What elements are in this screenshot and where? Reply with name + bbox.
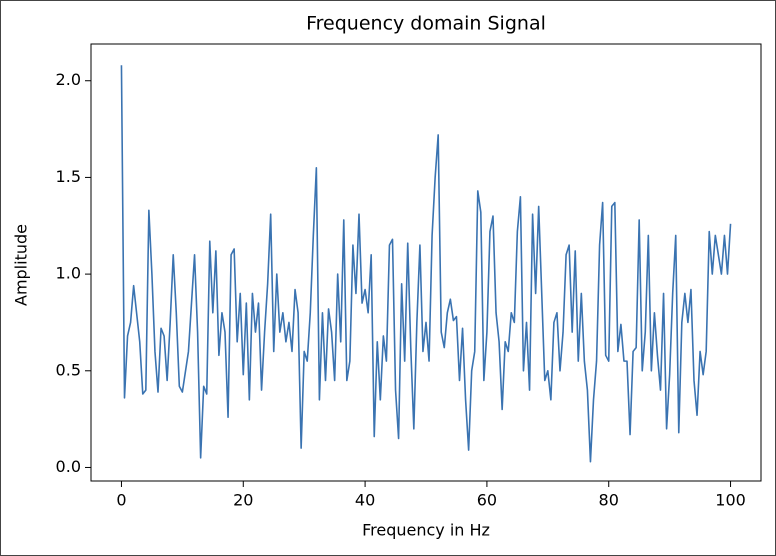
line-series [120, 65, 732, 463]
x-tick-label: 20 [233, 491, 253, 510]
y-tick-label: 0.5 [56, 360, 81, 379]
x-tick-label: 60 [477, 491, 497, 510]
x-tick-label: 80 [599, 491, 619, 510]
y-tick-label: 2.0 [56, 70, 81, 89]
plot-frame [90, 43, 762, 482]
x-axis-label: Frequency in Hz [362, 521, 490, 540]
y-axis-label: Amplitude [12, 224, 31, 306]
x-tick-label: 100 [715, 491, 746, 510]
x-tick-label: 0 [116, 491, 126, 510]
chart-title: Frequency domain Signal [306, 13, 546, 35]
y-tick-label: 1.0 [56, 264, 81, 283]
y-tick-label: 0.0 [56, 457, 81, 476]
y-tick-label: 1.5 [56, 167, 81, 186]
x-tick-label: 40 [355, 491, 375, 510]
